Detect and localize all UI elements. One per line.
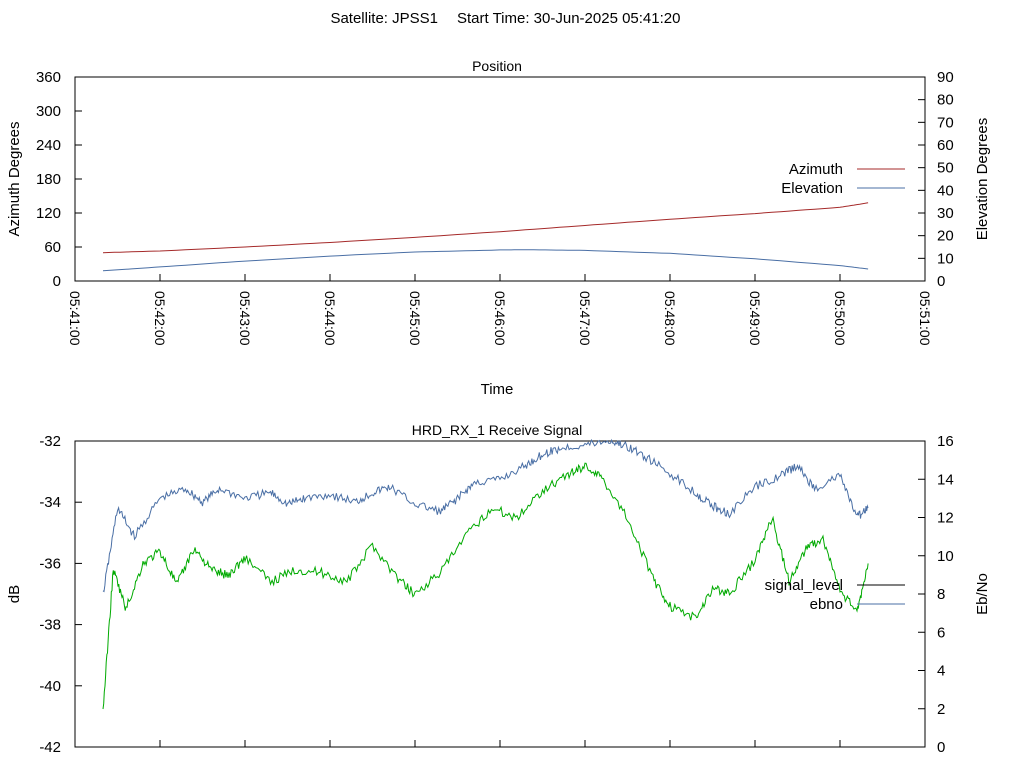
signal-series-line-signal-trace [102, 462, 869, 710]
signal-ytick-label: -40 [39, 678, 61, 695]
legend-label-azimuth: Azimuth [789, 161, 843, 178]
position-series-line-azimuth [102, 202, 869, 254]
position-y2tick-label: 60 [937, 137, 954, 154]
signal-y2-axis-label: Eb/No [974, 573, 991, 615]
signal-ytick-label: -32 [39, 433, 61, 450]
header-satellite: Satellite: JPSS1 [330, 10, 438, 27]
position-ytick-label: 180 [36, 171, 61, 188]
signal-y2tick-label: 10 [937, 548, 954, 565]
signal-y2tick-label: 0 [937, 739, 945, 756]
position-y2tick-label: 20 [937, 228, 954, 245]
position-y2-axis-label: Elevation Degrees [974, 118, 991, 241]
legend-label-signal-level: signal_level [765, 577, 843, 594]
signal-y2tick-label: 12 [937, 510, 954, 527]
position-xtick-label: 05:48:00 [662, 291, 678, 346]
position-chart-title: Position [472, 58, 522, 74]
position-xtick-label: 05:41:00 [67, 291, 83, 346]
signal-series-line-ebno [102, 438, 869, 593]
signal-ytick-label: -38 [39, 617, 61, 634]
position-xtick-label: 05:44:00 [322, 291, 338, 346]
signal-chart: HRD_RX_1 Receive Signal -42 -40 -38 -36 -34 -… [6, 422, 991, 756]
signal-y-axis-label: dB [6, 585, 23, 603]
signal-y2tick-label: 2 [937, 701, 945, 718]
signal-plot-frame [74, 440, 926, 748]
position-ytick-label: 60 [44, 239, 61, 256]
signal-y2tick-label: 14 [937, 471, 954, 488]
signal-chart-title: HRD_RX_1 Receive Signal [412, 422, 582, 438]
position-ytick-label: 300 [36, 103, 61, 120]
position-y2tick-label: 10 [937, 250, 954, 267]
position-legend: Azimuth Elevation [781, 161, 905, 197]
position-xtick-label: 05:47:00 [577, 291, 593, 346]
signal-y2tick-label: 6 [937, 624, 945, 641]
position-ytick-label: 120 [36, 205, 61, 222]
position-y2tick-label: 0 [937, 273, 945, 290]
position-xtick-label: 05:49:00 [747, 291, 763, 346]
legend-label-elevation: Elevation [781, 180, 843, 197]
position-y-axis-label: Azimuth Degrees [6, 121, 23, 236]
header-start-time: Start Time: 30-Jun-2025 05:41:20 [457, 10, 680, 27]
signal-ytick-label: -36 [39, 555, 61, 572]
position-ytick-label: 360 [36, 69, 61, 86]
legend-label-ebno: ebno [810, 596, 843, 613]
position-chart: Position 0 60 120 180 240 300 360 0 10 20 30 40 50 60… [6, 58, 991, 398]
position-series-line-elevation [102, 249, 869, 272]
position-ytick-label: 240 [36, 137, 61, 154]
signal-y2tick-label: 16 [937, 433, 954, 450]
position-xtick-label: 05:46:00 [492, 291, 508, 346]
position-xtick-label: 05:50:00 [832, 291, 848, 346]
position-x-axis-label: Time [481, 381, 514, 398]
position-y2tick-label: 30 [937, 205, 954, 222]
signal-y2tick-label: 4 [937, 663, 945, 680]
position-y2tick-label: 70 [937, 114, 954, 131]
position-y2tick-label: 50 [937, 160, 954, 177]
position-y2tick-label: 40 [937, 182, 954, 199]
position-xtick-label: 05:45:00 [407, 291, 423, 346]
signal-y2tick-label: 8 [937, 586, 945, 603]
position-y2tick-label: 80 [937, 92, 954, 109]
position-y2tick-label: 90 [937, 69, 954, 86]
position-xtick-label: 05:42:00 [152, 291, 168, 346]
position-xtick-label: 05:43:00 [237, 291, 253, 346]
signal-legend: signal_level ebno [765, 577, 905, 613]
signal-ytick-label: -42 [39, 739, 61, 756]
position-ytick-label: 0 [53, 273, 61, 290]
signal-ytick-label: -34 [39, 494, 61, 511]
position-xtick-label: 05:51:00 [917, 291, 933, 346]
